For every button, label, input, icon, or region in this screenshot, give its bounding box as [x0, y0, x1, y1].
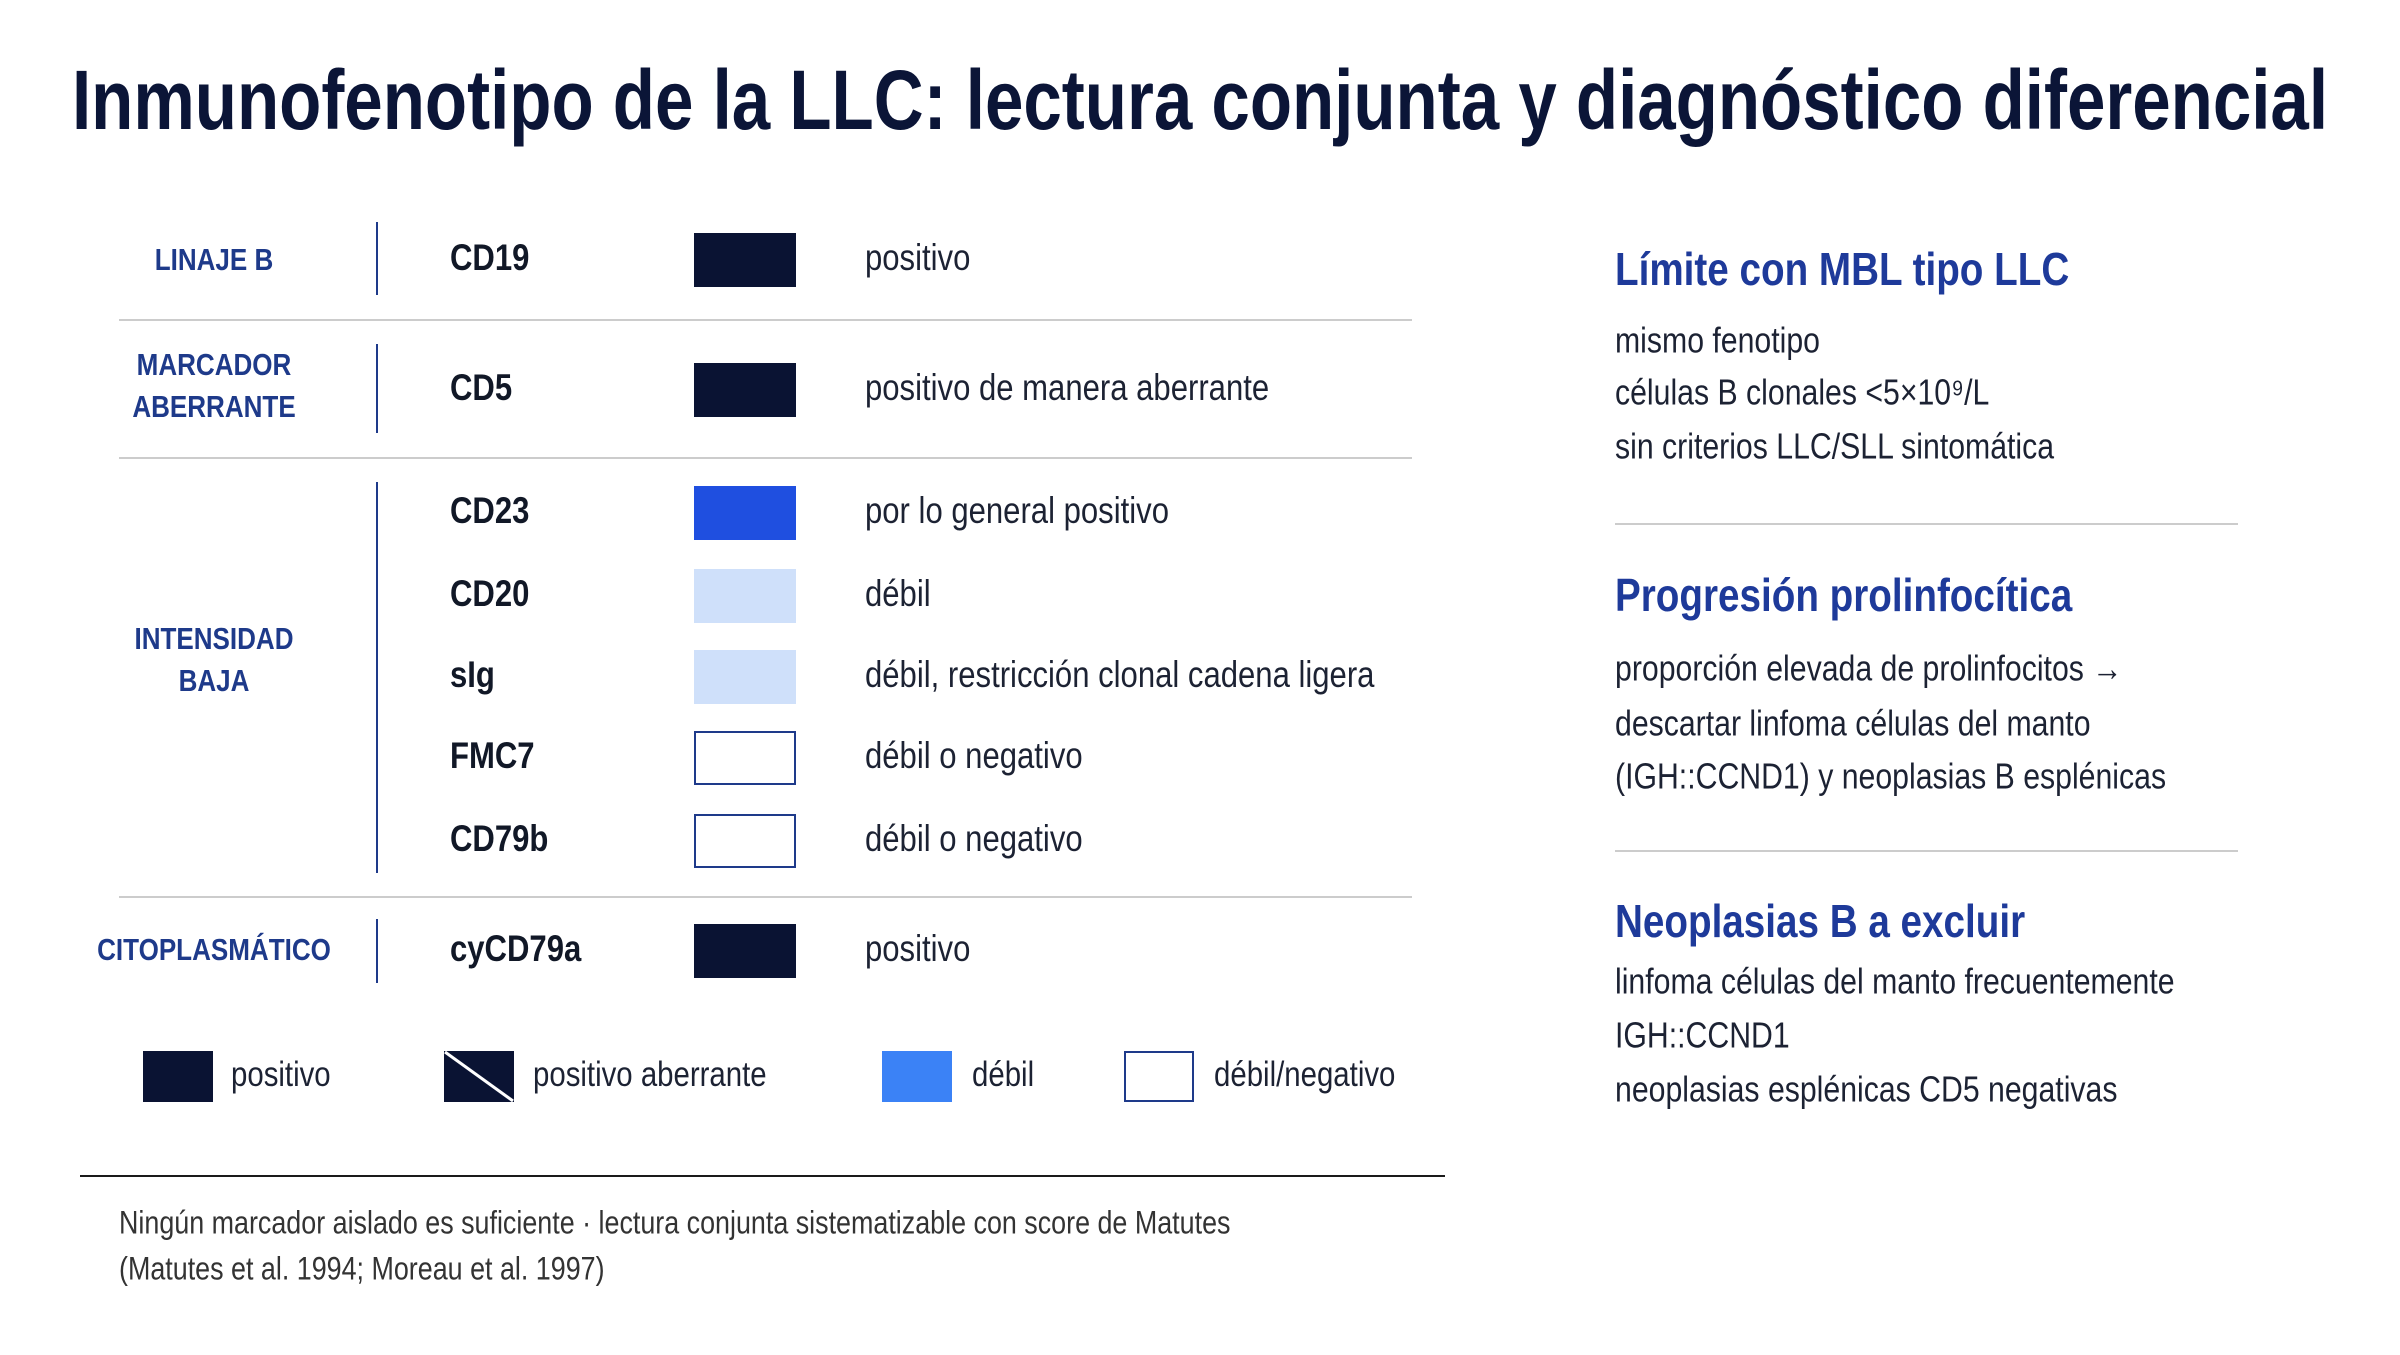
marker-description: positivo de manera aberrante [865, 367, 1269, 408]
panel-line: linfoma células del manto frecuentemente [1615, 962, 2175, 1002]
marker-description: positivo [865, 928, 970, 969]
panel-line: proporción elevada de prolinfocitos → [1615, 649, 2123, 689]
panel-line: descartar linfoma células del manto [1615, 704, 2091, 744]
group-label: LINAJE B [155, 243, 274, 278]
marker-swatch [694, 924, 796, 978]
marker-name: FMC7 [450, 735, 535, 776]
panel-line: (IGH::CCND1) y neoplasias B esplénicas [1615, 757, 2166, 797]
marker-name: cyCD79a [450, 928, 582, 969]
marker-name: sIg [450, 654, 495, 695]
marker-swatch [694, 486, 796, 540]
group-label: MARCADOR [137, 348, 292, 383]
group-label: CITOPLASMÁTICO [97, 931, 331, 968]
marker-name: CD79b [450, 818, 548, 859]
legend-swatch-diagonal [444, 1050, 514, 1103]
marker-swatch [694, 650, 796, 704]
legend-label: débil [972, 1055, 1034, 1094]
panel-line: células B clonales <5×10⁹/L [1615, 373, 1989, 413]
legend-swatch [143, 1051, 213, 1102]
group-label: ABERRANTE [132, 390, 295, 425]
legend-label: positivo aberrante [533, 1055, 767, 1094]
marker-description: débil o negativo [865, 735, 1083, 776]
marker-swatch [694, 731, 796, 785]
group-label: INTENSIDAD [134, 622, 293, 657]
marker-name: CD19 [450, 237, 529, 278]
legend-swatch [882, 1051, 952, 1102]
marker-swatch [694, 363, 796, 417]
panel-title: Límite con MBL tipo LLC [1615, 244, 2069, 295]
slide-title: Inmunofenotipo de la LLC: lectura conjun… [72, 53, 2328, 147]
marker-description: débil o negativo [865, 818, 1083, 859]
marker-description: débil [865, 573, 931, 614]
marker-swatch [694, 233, 796, 287]
panel-title: Progresión prolinfocítica [1615, 570, 2073, 621]
marker-description: positivo [865, 237, 970, 278]
panel-line: sin criterios LLC/SLL sintomática [1615, 427, 2055, 467]
marker-name: CD5 [450, 367, 512, 408]
group-label: BAJA [179, 664, 250, 699]
marker-name: CD20 [450, 573, 529, 614]
legend-label: positivo [231, 1055, 331, 1094]
marker-description: débil, restricción clonal cadena ligera [865, 654, 1374, 695]
marker-swatch [694, 814, 796, 868]
panel-line: neoplasias esplénicas CD5 negativas [1615, 1070, 2117, 1110]
marker-description: por lo general positivo [865, 490, 1169, 531]
marker-name: CD23 [450, 490, 529, 531]
panel-line: IGH::CCND1 [1615, 1016, 1790, 1056]
legend-label: débil/negativo [1214, 1055, 1395, 1094]
panel-title: Neoplasias B a excluir [1615, 896, 2025, 947]
panel-line: mismo fenotipo [1615, 321, 1820, 361]
footer-note: (Matutes et al. 1994; Moreau et al. 1997… [119, 1251, 605, 1287]
legend-swatch [1124, 1051, 1194, 1102]
footer-note: Ningún marcador aislado es suficiente · … [119, 1205, 1230, 1241]
marker-swatch [694, 569, 796, 623]
